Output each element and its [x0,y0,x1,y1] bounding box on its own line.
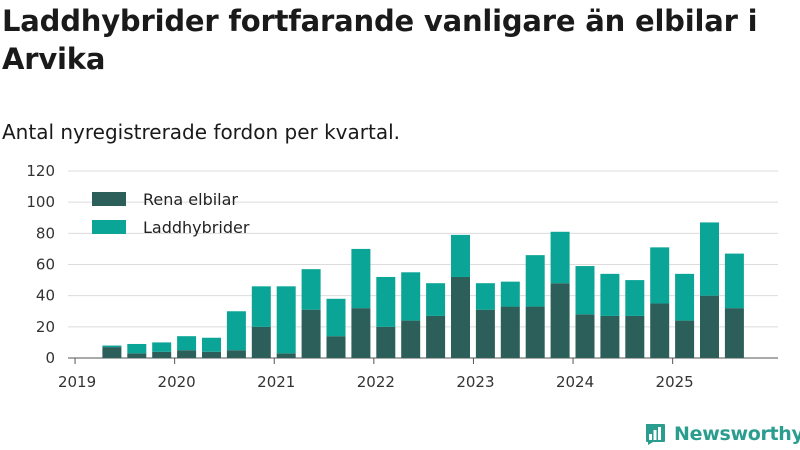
bar-laddhybrider [724,253,744,309]
bar-rena-elbilar [326,336,346,358]
bar-rena-elbilar [401,320,421,358]
brand-logo[interactable]: Newsworthy [644,420,800,448]
chart-subtitle: Antal nyregistrerade fordon per kvartal. [2,120,401,144]
x-tick-label: 2020 [158,373,196,391]
bar-rena-elbilar [376,326,396,358]
x-axis: 2019 2020 2021 2022 2023 2024 2025 [58,358,694,391]
bar-rena-elbilar [301,309,321,358]
bar-rena-elbilar [724,308,744,358]
bar-rena-elbilar [675,320,695,358]
bar-rena-elbilar [177,350,197,358]
bar-laddhybrider [475,283,495,310]
bar-rena-elbilar [127,353,147,358]
bar-laddhybrider [102,345,122,348]
bar-rena-elbilar [525,306,545,358]
y-tick-label: 100 [26,193,55,211]
legend: Rena elbilar Laddhybrider [92,190,250,237]
bar-laddhybrider [127,343,147,354]
bar-laddhybrider [675,273,695,321]
brand-name: Newsworthy [674,423,800,445]
bar-rena-elbilar [575,314,595,358]
bar-rena-elbilar [475,309,495,358]
bar-laddhybrider [152,342,172,352]
x-tick-label: 2022 [357,373,395,391]
bar-rena-elbilar [426,315,446,358]
bar-laddhybrider [550,231,570,284]
bar-rena-elbilar [102,347,122,358]
bar-laddhybrider [401,272,421,321]
bar-laddhybrider [625,280,645,316]
x-tick-label: 2025 [656,373,694,391]
legend-label-laddhybrider: Laddhybrider [143,218,250,237]
bar-rena-elbilar [650,303,670,358]
bar-laddhybrider [301,269,321,310]
bar-laddhybrider [600,273,620,316]
bar-laddhybrider [276,286,296,354]
bar-laddhybrider [351,248,371,309]
y-tick-label: 120 [26,162,55,180]
y-tick-label: 60 [36,256,55,274]
bar-rena-elbilar [625,315,645,358]
bar-laddhybrider [251,286,271,327]
x-tick-label: 2023 [456,373,494,391]
bar-laddhybrider [525,255,545,307]
bar-rena-elbilar [202,351,221,358]
bar-rena-elbilar [276,353,296,358]
y-axis-ticks: 0 20 40 60 80 100 120 [26,162,55,367]
bars [102,222,744,358]
bar-laddhybrider [500,281,520,307]
bar-rena-elbilar [550,283,570,358]
bar-rena-elbilar [600,315,620,358]
bar-rena-elbilar [451,276,470,358]
chart-title: Laddhybrider fortfarande vanligare än el… [2,4,758,76]
y-tick-label: 40 [36,287,55,305]
bar-rena-elbilar [251,326,271,358]
bar-rena-elbilar [152,351,172,358]
legend-swatch-rena-elbilar [92,192,126,206]
x-tick-label: 2019 [58,373,96,391]
bar-laddhybrider [177,336,197,351]
y-tick-label: 20 [36,318,55,336]
bar-laddhybrider [326,298,346,337]
bar-laddhybrider [650,247,670,304]
y-tick-label: 80 [36,224,55,242]
bar-laddhybrider [700,222,719,296]
bar-rena-elbilar [226,350,246,358]
legend-label-rena-elbilar: Rena elbilar [143,190,238,209]
bar-laddhybrider [226,311,246,351]
legend-swatch-laddhybrider [92,220,126,234]
bar-laddhybrider [451,234,470,277]
bar-laddhybrider [426,283,446,316]
bar-laddhybrider [575,266,595,315]
bar-laddhybrider [202,337,221,352]
bar-rena-elbilar [351,308,371,358]
newsworthy-logo-icon [646,424,665,445]
x-tick-label: 2024 [556,373,594,391]
bar-rena-elbilar [500,306,520,358]
bar-rena-elbilar [700,295,719,358]
y-tick-label: 0 [45,349,55,367]
x-tick-label: 2021 [257,373,295,391]
bar-laddhybrider [376,276,396,327]
